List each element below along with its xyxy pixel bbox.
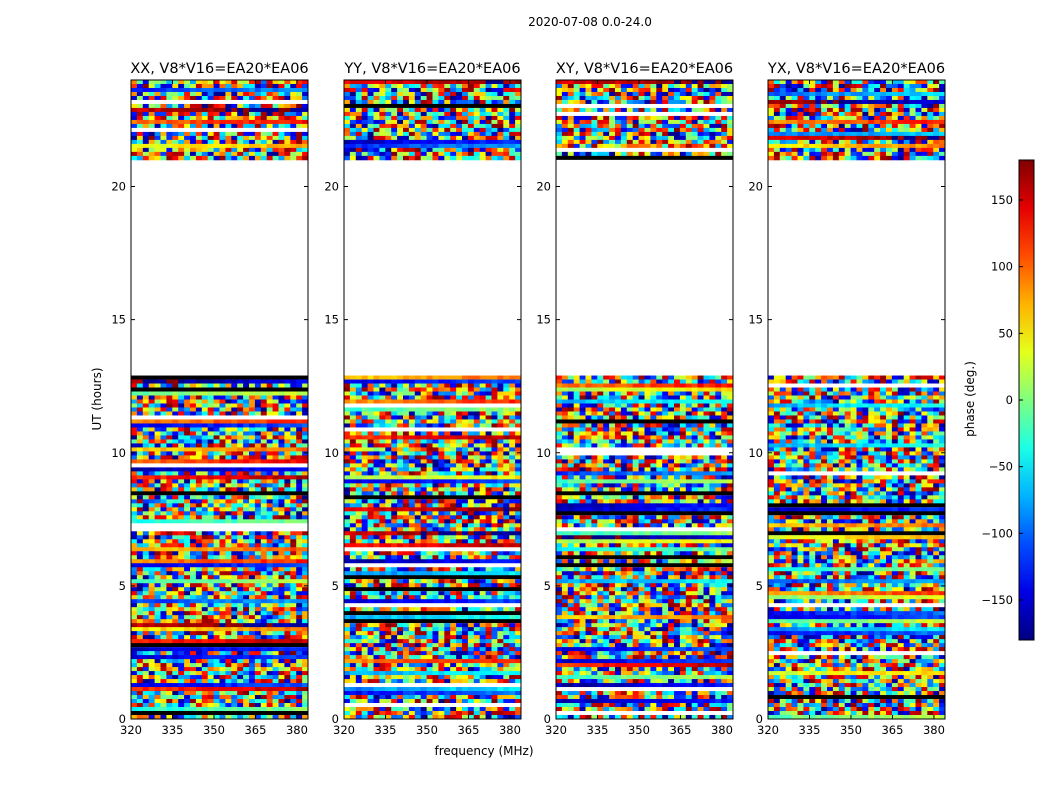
y-tick-label: 5 bbox=[332, 579, 339, 593]
x-tick-label: 335 bbox=[587, 723, 609, 737]
y-tick-label: 10 bbox=[111, 446, 126, 460]
colorbar-tick-label: −50 bbox=[989, 460, 1013, 474]
y-tick-label: 5 bbox=[756, 579, 763, 593]
colorbar-tick-label: 0 bbox=[1006, 393, 1013, 407]
y-tick-label: 5 bbox=[119, 579, 126, 593]
y-tick-label: 20 bbox=[324, 180, 339, 194]
x-tick-label: 350 bbox=[203, 723, 225, 737]
x-tick-label: 335 bbox=[162, 723, 184, 737]
panel-frame bbox=[555, 79, 734, 720]
colorbar-tick-label: −100 bbox=[981, 526, 1013, 540]
panel-frame bbox=[130, 79, 309, 720]
y-tick-label: 15 bbox=[536, 313, 551, 327]
y-axis-label: UT (hours) bbox=[90, 367, 104, 430]
colorbar-label: phase (deg.) bbox=[963, 361, 977, 437]
panel-title: XX, V8*V16=EA20*EA06 bbox=[130, 61, 308, 77]
colorbar-tick-label: 50 bbox=[998, 326, 1013, 340]
y-tick-label: 0 bbox=[119, 712, 126, 726]
colorbar-tick-label: 100 bbox=[991, 260, 1013, 274]
colorbar: −150 −100 −50 0 50 100 150 bbox=[981, 159, 1035, 641]
y-tick-label: 20 bbox=[536, 180, 551, 194]
x-tick-label: 380 bbox=[499, 723, 521, 737]
colorbar-tick-label: −150 bbox=[981, 593, 1013, 607]
y-tick-label: 20 bbox=[748, 180, 763, 194]
phase-image bbox=[556, 80, 733, 719]
y-tick-label: 0 bbox=[332, 712, 339, 726]
x-axis-label: frequency (MHz) bbox=[434, 744, 533, 758]
y-tick-label: 15 bbox=[111, 313, 126, 327]
x-tick-label: 320 bbox=[120, 723, 142, 737]
x-tick-label: 350 bbox=[416, 723, 438, 737]
panel-xy: 320 335 350 365 380 0 5 10 15 20 XY, V8*V16=EA20*E… bbox=[536, 61, 734, 737]
y-tick-label: 20 bbox=[111, 180, 126, 194]
x-tick-label: 320 bbox=[757, 723, 779, 737]
panel-title: YY, V8*V16=EA20*EA06 bbox=[343, 61, 520, 77]
phase-image bbox=[344, 80, 521, 719]
y-tick-label: 10 bbox=[748, 446, 763, 460]
colorbar-tick-label: 150 bbox=[991, 193, 1013, 207]
x-tick-label: 365 bbox=[457, 723, 479, 737]
x-tick-label: 365 bbox=[669, 723, 691, 737]
y-tick-label: 15 bbox=[324, 313, 339, 327]
y-tick-label: 5 bbox=[544, 579, 551, 593]
x-tick-label: 320 bbox=[545, 723, 567, 737]
y-tick-label: 15 bbox=[748, 313, 763, 327]
x-tick-label: 335 bbox=[375, 723, 397, 737]
x-tick-label: 350 bbox=[628, 723, 650, 737]
x-tick-label: 350 bbox=[840, 723, 862, 737]
y-tick-label: 10 bbox=[536, 446, 551, 460]
panel-yx: 320 335 350 365 380 0 5 10 15 20 YX, V8*V16=EA20*E… bbox=[748, 61, 946, 737]
x-tick-label: 320 bbox=[333, 723, 355, 737]
panel-xx: 320 335 350 365 380 0 5 10 15 20 XX, V8*V16=EA20*E… bbox=[111, 61, 308, 737]
panel-title: XY, V8*V16=EA20*EA06 bbox=[556, 61, 733, 77]
x-tick-label: 335 bbox=[799, 723, 821, 737]
x-tick-label: 380 bbox=[923, 723, 945, 737]
x-tick-label: 365 bbox=[244, 723, 266, 737]
x-tick-label: 380 bbox=[286, 723, 308, 737]
phase-image bbox=[131, 80, 308, 719]
y-tick-label: 10 bbox=[324, 446, 339, 460]
figure-suptitle: 2020-07-08 0.0-24.0 bbox=[528, 15, 652, 29]
panel-yy: 320 335 350 365 380 0 5 10 15 20 YY, V8*V16=EA20*E… bbox=[324, 61, 522, 737]
x-tick-label: 365 bbox=[881, 723, 903, 737]
y-tick-label: 0 bbox=[756, 712, 763, 726]
x-tick-label: 380 bbox=[711, 723, 733, 737]
panel-frame bbox=[343, 79, 522, 720]
y-tick-label: 0 bbox=[544, 712, 551, 726]
phase-image bbox=[768, 80, 945, 719]
panels: 320 335 350 365 380 0 5 10 15 20 XX, V8*V16=EA20*E… bbox=[111, 61, 946, 737]
panel-title: YX, V8*V16=EA20*EA06 bbox=[767, 61, 945, 77]
panel-frame bbox=[767, 79, 946, 720]
